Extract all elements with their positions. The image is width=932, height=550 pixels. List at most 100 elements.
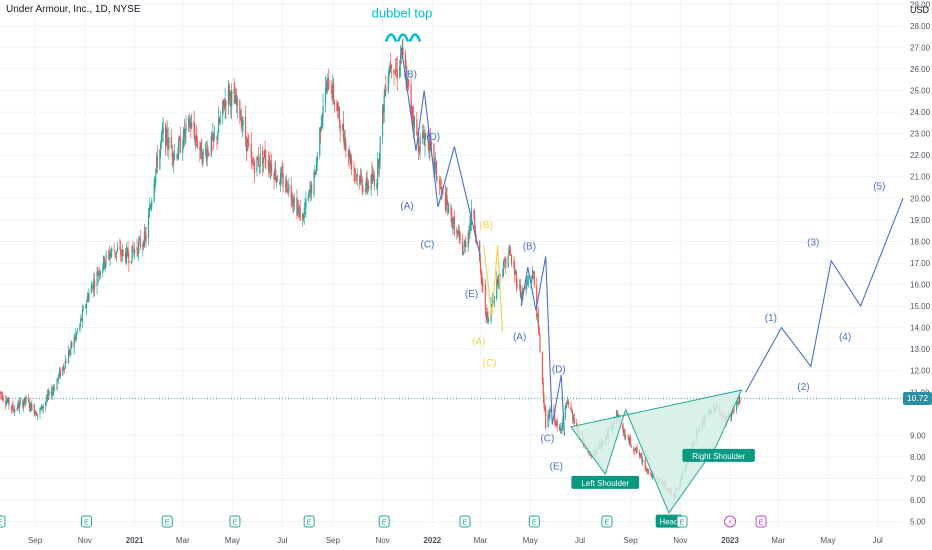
candle-body [291,196,293,203]
candle-body [327,77,329,80]
candle-body [33,404,35,414]
earnings-markers: E E E E E E E E E E E ⚡ [0,515,767,528]
price-axis[interactable]: 29.00 28.00 27.00 26.00 25.00 24.00 23.00 22.00… [910,0,931,526]
candle-body [27,399,30,402]
candle-body [205,150,207,160]
candle-body [241,125,243,127]
candle-body [23,403,25,408]
candle-body [427,130,429,146]
candle-body [565,402,567,407]
candle-body [514,266,516,275]
candle-body [282,174,284,187]
candle-body [395,71,398,73]
candle-body [408,79,410,87]
candle-body [450,205,452,214]
candle-body [252,163,254,165]
candle-body [616,410,619,420]
candle-body [264,151,266,160]
candle-body [402,47,404,55]
candle-body [347,152,349,156]
chart-title: Under Armour, Inc., 1D, NYSE [6,4,141,15]
candle-body [486,312,488,320]
candle-body [211,136,213,140]
candle-body [160,134,163,142]
candle-body [394,71,396,73]
earnings-label: E [0,518,3,527]
earnings-badge [161,515,173,528]
candle-body [287,190,289,193]
candle-body [739,396,741,403]
candle-body [628,436,630,443]
candle-body [218,118,220,134]
candle-body [350,160,352,163]
candle-body [634,450,637,452]
candle-body [491,304,493,306]
candle-body [457,231,459,234]
candle-body [259,153,261,167]
candle-body [242,119,244,126]
earnings-badge [459,515,471,528]
earnings-label: E [462,518,467,527]
candle-body [531,280,533,281]
candle-body [377,159,380,168]
candle-body [154,178,156,186]
candle-body [208,152,210,155]
candle-body [131,245,133,262]
candle-body [315,161,318,173]
candle-body [71,341,73,347]
price-tick: 16.00 [910,281,931,290]
candle-body [361,179,363,190]
candle-body [5,401,8,405]
candle-body [462,252,464,256]
candle-body [204,149,207,151]
candle-body [22,401,24,407]
time-tick: Nov [673,536,687,545]
time-axis[interactable]: Sep Nov 2021 Mar May Jul Sep Nov 2022 Mar May Jul Se… [28,536,883,545]
candle-body [86,296,88,302]
candle-body [572,417,575,420]
candle-body [58,370,61,376]
candle-body [339,125,341,133]
candle-body [527,283,529,285]
candle-body [16,408,18,409]
candle-body [155,168,157,180]
candle-body [7,398,9,403]
candle-body [311,184,313,194]
candle-body [417,138,420,153]
candle-body [561,425,563,430]
candle-body [257,158,259,160]
candle-body [68,351,70,355]
wave-label: (B) [523,242,536,253]
candle-body [559,428,561,432]
candle-body [103,257,106,267]
candle-body [319,128,321,156]
candle-body [383,95,385,113]
candle-body [25,398,27,402]
candle-body [91,286,93,288]
candle-body [148,208,150,218]
candle-body [156,156,158,168]
candle-body [368,185,370,189]
earnings-badge [0,515,6,528]
candle-body [223,107,225,109]
candle-body [456,230,458,233]
candle-body [213,132,215,139]
candle-body [389,64,391,74]
candle-body [444,192,446,211]
candle-body [105,254,107,264]
candle-body [12,404,14,411]
candle-body [74,337,76,340]
candle-body [70,342,72,349]
candle-body [501,274,504,276]
candle-body [425,133,427,135]
candle-body [285,179,287,186]
candle-body [441,189,443,190]
pattern-label-bg [682,448,755,462]
candle-body [143,231,145,247]
time-tick: May [523,536,538,545]
candle-body [23,397,26,404]
candle-body [93,279,95,290]
wave-label: (B) [404,69,417,80]
candle-body [381,106,384,137]
